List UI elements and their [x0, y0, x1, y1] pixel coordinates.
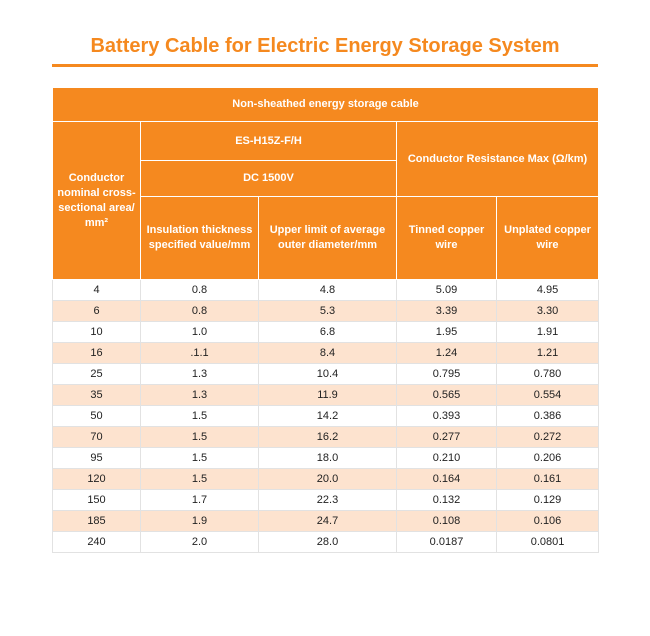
cell-insulation-thickness: 1.5	[140, 426, 259, 448]
header-resistance-group: Conductor Resistance Max (Ω/km)	[395, 121, 600, 197]
cell-conductor-area: 240	[52, 531, 141, 553]
cell-outer-diameter: 16.2	[258, 426, 397, 448]
cell-unplated-resistance: 3.30	[495, 300, 600, 322]
table-row: 150 1.7 22.3 0.132 0.129	[52, 489, 600, 511]
cell-insulation-thickness: 1.9	[140, 510, 259, 532]
cell-conductor-area: 6	[52, 300, 141, 322]
cell-conductor-area: 95	[52, 447, 141, 469]
cell-tinned-resistance: 0.795	[396, 363, 497, 385]
cell-insulation-thickness: 0.8	[140, 279, 259, 301]
cell-insulation-thickness: 1.7	[140, 489, 259, 511]
table-row: 10 1.0 6.8 1.95 1.91	[52, 321, 600, 343]
cell-insulation-thickness: 1.0	[140, 321, 259, 343]
table-row: 16.1.1 8.4 1.24 1.21	[52, 342, 600, 364]
cell-insulation-thickness: 1.5	[140, 447, 259, 469]
cell-conductor-area: 35	[52, 384, 141, 406]
cell-tinned-resistance: 0.132	[396, 489, 497, 511]
cell-tinned-resistance: 0.164	[396, 468, 497, 490]
cell-outer-diameter: 18.0	[258, 447, 397, 469]
cell-outer-diameter: 24.7	[258, 510, 397, 532]
table-row: 35 1.3 11.9 0.565 0.554	[52, 384, 600, 406]
cell-unplated-resistance: 0.106	[495, 510, 600, 532]
table-body: 4 0.8 4.8 5.09 4.95 6 0.8 5.3 3.39 3.30 10 1.0 6.8 1.…	[52, 279, 600, 553]
cell-outer-diameter: 5.3	[258, 300, 397, 322]
cell-insulation-thickness: .1.1	[140, 342, 259, 364]
cell-unplated-resistance: 0.206	[495, 447, 600, 469]
cell-unplated-resistance: 0.129	[495, 489, 600, 511]
cell-unplated-resistance: 0.386	[495, 405, 600, 427]
cell-insulation-thickness: 1.3	[140, 363, 259, 385]
header-unplated-copper: Unplated copper wire	[495, 196, 600, 280]
cell-outer-diameter: 28.0	[258, 531, 397, 553]
cell-insulation-thickness: 1.5	[140, 405, 259, 427]
cell-insulation-thickness: 1.3	[140, 384, 259, 406]
header-outer-diameter: Upper limit of average outer diameter/mm	[258, 196, 397, 280]
cell-outer-diameter: 8.4	[258, 342, 397, 364]
header-tinned-copper: Tinned copper wire	[396, 196, 497, 280]
table-row: 95 1.5 18.0 0.210 0.206	[52, 447, 600, 469]
cell-unplated-resistance: 0.161	[495, 468, 600, 490]
cell-conductor-area: 16	[52, 342, 141, 364]
table-row: 6 0.8 5.3 3.39 3.30	[52, 300, 600, 322]
cell-tinned-resistance: 0.277	[396, 426, 497, 448]
cell-conductor-area: 150	[52, 489, 141, 511]
cell-unplated-resistance: 0.554	[495, 384, 600, 406]
table-row: 120 1.5 20.0 0.164 0.161	[52, 468, 600, 490]
table-row: 240 2.0 28.0 0.0187 0.0801	[52, 531, 600, 553]
cell-outer-diameter: 20.0	[258, 468, 397, 490]
title-divider	[52, 64, 598, 67]
cell-tinned-resistance: 5.09	[396, 279, 497, 301]
cell-outer-diameter: 11.9	[258, 384, 397, 406]
cell-unplated-resistance: 0.780	[495, 363, 600, 385]
cell-insulation-thickness: 0.8	[140, 300, 259, 322]
cell-unplated-resistance: 4.95	[495, 279, 600, 301]
cell-unplated-resistance: 0.272	[495, 426, 600, 448]
cell-insulation-thickness: 1.5	[140, 468, 259, 490]
header-model: ES-H15Z-F/H	[140, 121, 397, 161]
header-insulation-thickness: Insulation thickness specified value/mm	[140, 196, 259, 280]
cell-conductor-area: 120	[52, 468, 141, 490]
cell-unplated-resistance: 1.91	[495, 321, 600, 343]
cell-conductor-area: 25	[52, 363, 141, 385]
table-row: 185 1.9 24.7 0.108 0.106	[52, 510, 600, 532]
cell-outer-diameter: 4.8	[258, 279, 397, 301]
table-row: 50 1.5 14.2 0.393 0.386	[52, 405, 600, 427]
cell-tinned-resistance: 0.0187	[396, 531, 497, 553]
cell-outer-diameter: 14.2	[258, 405, 397, 427]
cell-tinned-resistance: 0.393	[396, 405, 497, 427]
cell-outer-diameter: 10.4	[258, 363, 397, 385]
cell-insulation-thickness: 2.0	[140, 531, 259, 553]
table-row: 70 1.5 16.2 0.277 0.272	[52, 426, 600, 448]
cell-unplated-resistance: 0.0801	[495, 531, 600, 553]
cell-outer-diameter: 6.8	[258, 321, 397, 343]
cell-conductor-area: 185	[52, 510, 141, 532]
cell-tinned-resistance: 0.108	[396, 510, 497, 532]
cell-conductor-area: 10	[52, 321, 141, 343]
page-title: Battery Cable for Electric Energy Storag…	[90, 35, 560, 57]
cell-outer-diameter: 22.3	[258, 489, 397, 511]
table-row: 4 0.8 4.8 5.09 4.95	[52, 279, 600, 301]
cell-conductor-area: 4	[52, 279, 141, 301]
cell-unplated-resistance: 1.21	[495, 342, 600, 364]
table-header: Non-sheathed energy storage cable Conduc…	[51, 87, 600, 280]
cell-conductor-area: 50	[52, 405, 141, 427]
cell-tinned-resistance: 0.565	[396, 384, 497, 406]
header-voltage: DC 1500V	[140, 160, 397, 197]
cell-tinned-resistance: 1.95	[396, 321, 497, 343]
table-row: 25 1.3 10.4 0.795 0.780	[52, 363, 600, 385]
header-conductor-area: Conductor nominal cross-sectional area/ …	[52, 121, 141, 280]
cell-conductor-area: 70	[52, 426, 141, 448]
cell-tinned-resistance: 3.39	[396, 300, 497, 322]
spec-table: Non-sheathed energy storage cable Conduc…	[51, 87, 600, 553]
cell-tinned-resistance: 1.24	[396, 342, 497, 364]
cell-tinned-resistance: 0.210	[396, 447, 497, 469]
table-caption: Non-sheathed energy storage cable	[51, 87, 600, 122]
